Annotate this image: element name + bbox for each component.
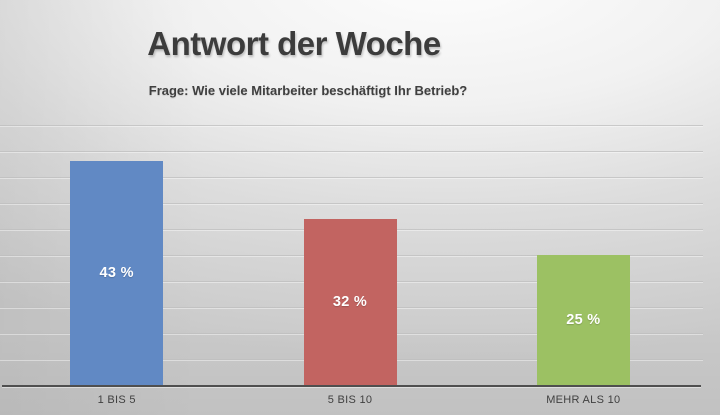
bar: 25 % <box>536 255 630 385</box>
gridline <box>0 151 703 152</box>
gridline <box>0 203 703 204</box>
bar-value-label: 25 % <box>566 312 601 328</box>
bar: 32 % <box>303 218 397 385</box>
bar-value-label: 32 % <box>332 293 368 310</box>
gridline <box>0 177 703 178</box>
chart-title: Antwort der Woche <box>147 25 441 62</box>
bar-value-label: 43 % <box>99 265 134 282</box>
x-axis-line <box>2 385 701 387</box>
category-label: 5 BIS 10 <box>327 394 373 406</box>
category-label: 1 BIS 5 <box>97 394 136 406</box>
category-label: MEHR ALS 10 <box>546 394 621 406</box>
bar: 43 % <box>70 161 164 385</box>
gridline <box>0 125 703 126</box>
chart-subtitle: Frage: Wie viele Mitarbeiter beschäftigt… <box>148 83 468 98</box>
